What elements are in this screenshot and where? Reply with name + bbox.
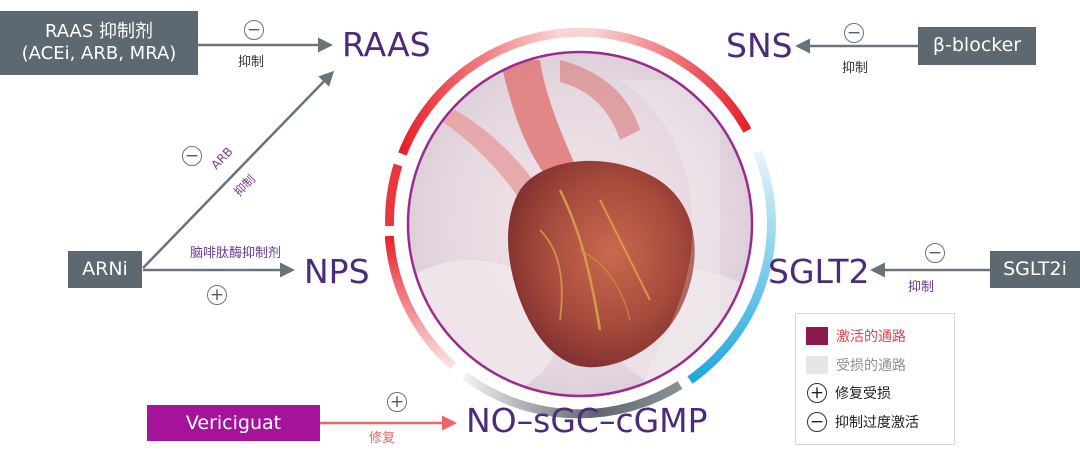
vericiguat-box: Vericiguat — [147, 405, 320, 441]
raas-inhibitor-line2: (ACEi, ARB, MRA) — [21, 43, 177, 64]
activated-swatch — [806, 327, 828, 345]
legend-inhibit-label: 抑制过度激活 — [835, 415, 919, 431]
nps-node: NPS — [304, 252, 370, 291]
plus-sign-vericiguat: + — [387, 392, 407, 412]
plus-sign-nps: + — [207, 285, 227, 305]
minus-sign-arb: − — [182, 146, 202, 166]
legend-activated: 激活的通路 — [806, 326, 906, 346]
inner-ring — [406, 50, 754, 398]
vericiguat-label: Vericiguat — [185, 412, 282, 434]
arni-to-raas-arrow — [142, 70, 335, 269]
legend-repair: + 修复受损 — [806, 383, 891, 403]
sns-node: SNS — [726, 26, 793, 65]
legend-activated-label: 激活的通路 — [836, 329, 906, 345]
beta-inhibit-label: 抑制 — [842, 61, 869, 76]
sglt2-node: SGLT2 — [768, 252, 870, 291]
plus-circle-icon: + — [807, 383, 827, 403]
arni-box: ARNi — [68, 251, 142, 288]
minus-circle-icon: − — [807, 412, 827, 432]
heart-illustration — [408, 52, 752, 396]
legend-damaged-label: 受损的通路 — [836, 358, 906, 374]
minus-sign-sglt2: − — [925, 243, 945, 263]
minus-sign-raas: − — [244, 20, 264, 40]
minus-sign-beta: − — [844, 23, 864, 43]
beta-blocker-label: β-blocker — [932, 34, 1022, 57]
legend: 激活的通路 受损的通路 + 修复受损 − 抑制过度激活 — [795, 313, 955, 445]
legend-damaged: 受损的通路 — [806, 355, 906, 375]
raas-inhibitor-box: RAAS 抑制剂 (ACEi, ARB, MRA) — [0, 11, 198, 75]
neprilysin-inhibitor-label: 脑啡肽酶抑制剂 — [190, 246, 282, 261]
legend-inhibit: − 抑制过度激活 — [806, 412, 919, 432]
raas-inhibit-label: 抑制 — [238, 55, 265, 70]
raas-node: RAAS — [342, 25, 431, 64]
sglt2i-box: SGLT2i — [990, 251, 1080, 288]
sglt2-inhibit-label: 抑制 — [908, 280, 935, 295]
vericiguat-repair-label: 修复 — [369, 431, 396, 446]
raas-inhibitor-line1: RAAS 抑制剂 — [44, 20, 154, 42]
sglt2i-label: SGLT2i — [1003, 257, 1067, 280]
legend-repair-label: 修复受损 — [835, 386, 891, 402]
beta-blocker-box: β-blocker — [918, 27, 1036, 65]
arni-label: ARNi — [82, 257, 128, 280]
pathway-ring — [384, 27, 776, 419]
no-sgc-cgmp-node: NO–sGC–cGMP — [466, 401, 708, 440]
damaged-swatch — [806, 356, 828, 374]
